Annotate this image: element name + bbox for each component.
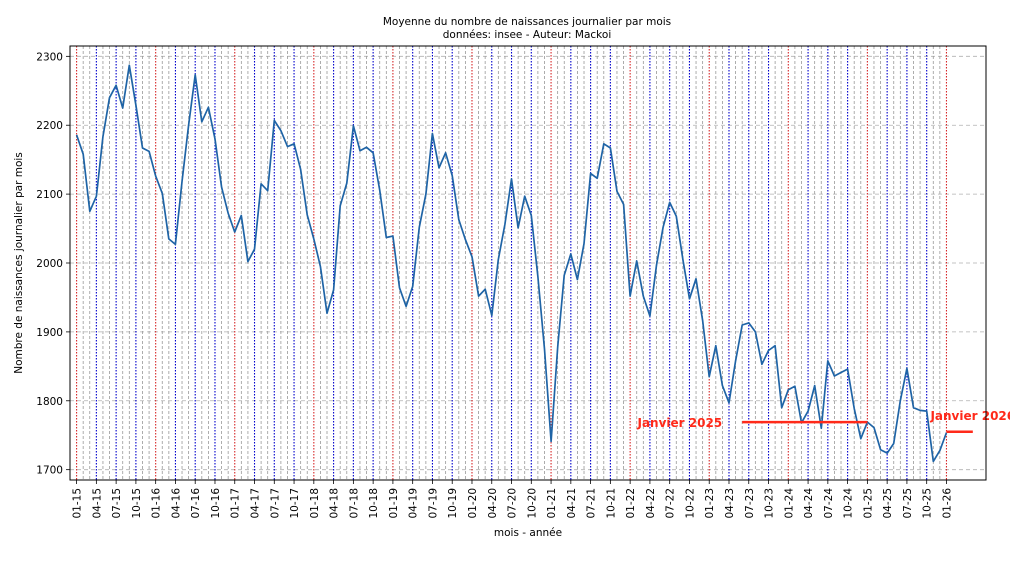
x-tick-label: 07-15	[111, 488, 123, 519]
y-tick-label: 2200	[36, 120, 63, 132]
grid-lines	[70, 55, 986, 471]
x-tick-label: 04-19	[408, 488, 420, 519]
x-tick-label: 10-15	[131, 488, 143, 519]
y-tick-label: 2000	[36, 258, 63, 270]
annotation-label: Janvier 2026	[929, 409, 1010, 423]
x-tick-label: 04-20	[487, 488, 499, 519]
x-tick-label: 10-25	[922, 488, 934, 519]
x-tick-label: 04-22	[645, 488, 657, 519]
x-tick-label: 10-24	[843, 488, 855, 519]
x-tick-label: 01-16	[151, 488, 163, 519]
x-tick-label: 01-23	[704, 488, 716, 519]
x-tick-label: 01-15	[72, 488, 84, 519]
x-tick-label: 07-24	[823, 488, 835, 519]
y-axis-label: Nombre de naissances journalier par mois	[13, 152, 25, 374]
x-axis-label: mois - année	[494, 527, 562, 539]
x-tick-label: 07-22	[665, 488, 677, 519]
x-tick-label: 07-18	[348, 488, 360, 519]
x-tick-label: 10-19	[447, 488, 459, 519]
x-tick-label: 04-15	[91, 488, 103, 519]
x-tick-label: 04-24	[803, 488, 815, 519]
x-tick-label: 01-22	[625, 488, 637, 519]
y-tick-label: 1700	[36, 465, 63, 477]
x-tick-label: 04-25	[882, 488, 894, 519]
x-tick-label: 04-18	[329, 488, 341, 519]
chart-title: Moyenne du nombre de naissances journali…	[383, 16, 671, 28]
x-tick-label: 10-21	[605, 488, 617, 519]
x-tick-label: 01-19	[388, 488, 400, 519]
annotations: Janvier 2025 Janvier 2026	[636, 409, 1010, 434]
y-tick-label: 2300	[36, 51, 63, 63]
y-tick-label: 2100	[36, 189, 63, 201]
y-axis: 1700 1800 1900 2000 2100 2200 2300	[36, 51, 70, 477]
x-tick-label: 01-18	[309, 488, 321, 519]
month-lines	[76, 46, 948, 480]
x-tick-label: 04-16	[170, 488, 182, 519]
x-tick-label: 01-21	[546, 488, 558, 519]
x-tick-label: 01-25	[862, 488, 874, 519]
x-tick-label: 10-18	[368, 488, 380, 519]
y-tick-label: 1800	[36, 396, 63, 408]
x-tick-label: 07-19	[427, 488, 439, 519]
x-axis: 01-15 04-15 07-15 10-15 01-16 04-16 07-16 10-16…	[72, 480, 953, 519]
x-tick-label: 04-21	[566, 488, 578, 519]
x-tick-label: 10-22	[684, 488, 696, 519]
chart-subtitle: données: insee - Auteur: Mackoi	[443, 29, 611, 41]
x-tick-label: 01-20	[467, 488, 479, 519]
x-tick-label: 10-23	[764, 488, 776, 519]
x-tick-label: 01-26	[941, 488, 953, 519]
x-tick-label: 07-17	[269, 488, 281, 519]
x-tick-label: 07-16	[190, 488, 202, 519]
x-tick-label: 07-25	[902, 488, 914, 519]
x-tick-label: 01-17	[230, 488, 242, 519]
x-tick-label: 07-20	[507, 488, 519, 519]
x-tick-label: 07-23	[744, 488, 756, 519]
x-tick-label: 04-17	[250, 488, 262, 519]
x-tick-label: 01-24	[783, 488, 795, 519]
y-tick-label: 1900	[36, 327, 63, 339]
x-tick-label: 10-16	[210, 488, 222, 519]
x-tick-label: 04-23	[724, 488, 736, 519]
x-tick-label: 10-20	[526, 488, 538, 519]
annotation-label: Janvier 2025	[636, 416, 722, 430]
x-tick-label: 07-21	[586, 488, 598, 519]
x-tick-label: 10-17	[289, 488, 301, 519]
